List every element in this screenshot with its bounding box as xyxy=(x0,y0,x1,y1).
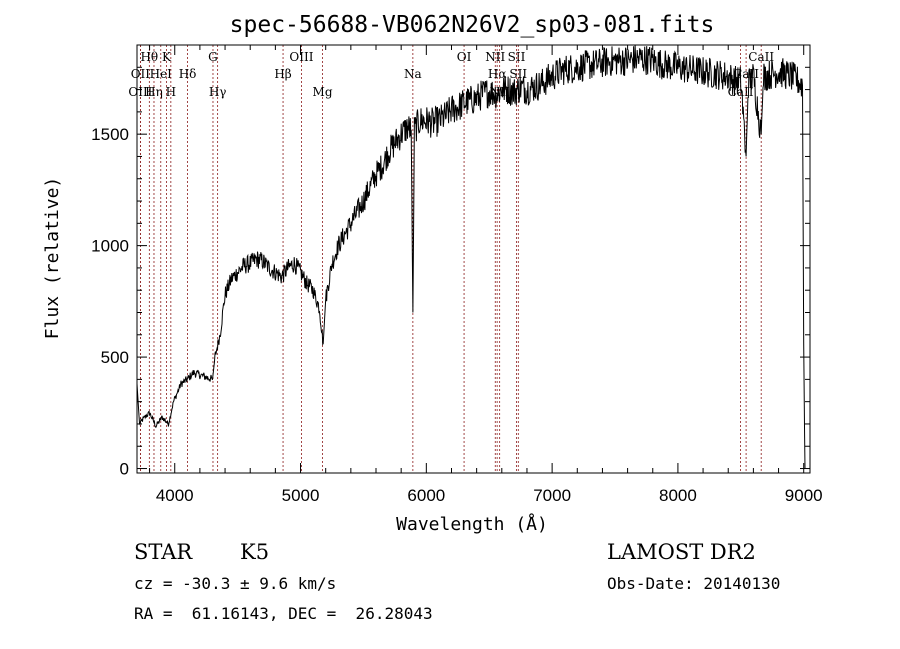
y-axis-ticks: 0 500 1000 1500 xyxy=(91,66,810,479)
line-label-10: Hβ xyxy=(274,67,291,81)
line-label-3: Hη xyxy=(145,85,163,99)
line-label-9: Hγ xyxy=(209,85,227,99)
y-tick-label-0: 0 xyxy=(120,460,129,479)
y-axis-label: Flux (relative) xyxy=(42,177,63,340)
redshift-readout: cz = -30.3 ± 9.6 km/s xyxy=(134,574,337,593)
x-tick-label-8000: 8000 xyxy=(659,486,697,505)
coordinates-readout: RA = 61.16143, DEC = 26.28043 xyxy=(134,604,433,623)
x-axis-label: Wavelength (Å) xyxy=(396,513,548,535)
object-subclass: K5 xyxy=(240,540,270,564)
line-label-16: Hα xyxy=(488,67,507,81)
line-label-7: Hδ xyxy=(179,67,197,81)
line-label-19: SII xyxy=(509,67,527,81)
line-label-13: Na xyxy=(404,67,422,81)
y-tick-label-1000: 1000 xyxy=(91,237,129,256)
line-label-14: OI xyxy=(457,50,472,64)
line-label-22: CaII xyxy=(748,50,774,64)
line-label-4: HeI xyxy=(150,67,173,81)
x-tick-label-4000: 4000 xyxy=(156,486,194,505)
x-tick-label-5000: 5000 xyxy=(282,486,320,505)
line-label-11: OIII xyxy=(289,50,313,64)
obs-date: Obs-Date: 20140130 xyxy=(607,574,781,593)
spectrum-line xyxy=(136,45,806,469)
y-tick-label-1500: 1500 xyxy=(91,125,129,144)
chart-title: spec-56688-VB062N26V2_sp03-081.fits xyxy=(230,12,715,38)
line-label-8: G xyxy=(208,50,218,64)
line-label-18: SII xyxy=(508,50,526,64)
x-tick-label-7000: 7000 xyxy=(533,486,571,505)
survey-name: LAMOST DR2 xyxy=(607,540,756,564)
object-class: STAR xyxy=(134,540,193,564)
x-tick-label-9000: 9000 xyxy=(785,486,823,505)
line-label-15: NII xyxy=(485,50,505,64)
line-label-0: Hθ xyxy=(140,50,158,64)
plot-frame xyxy=(136,44,811,474)
line-label-6: H xyxy=(166,85,176,99)
x-axis-ticks: 4000 5000 6000 7000 8000 9000 xyxy=(149,45,823,505)
line-label-12: Mg xyxy=(313,85,333,99)
x-tick-label-6000: 6000 xyxy=(407,486,445,505)
line-label-5: K xyxy=(162,50,172,64)
y-tick-label-500: 500 xyxy=(101,348,129,367)
line-label-2: OIII xyxy=(128,85,152,99)
spectrum-series xyxy=(136,45,806,469)
